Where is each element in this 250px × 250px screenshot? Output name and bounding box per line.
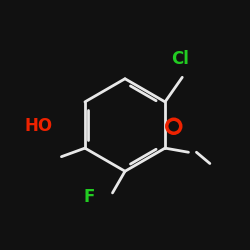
- Text: Cl: Cl: [171, 50, 189, 68]
- Text: F: F: [83, 188, 94, 206]
- Text: HO: HO: [24, 117, 52, 135]
